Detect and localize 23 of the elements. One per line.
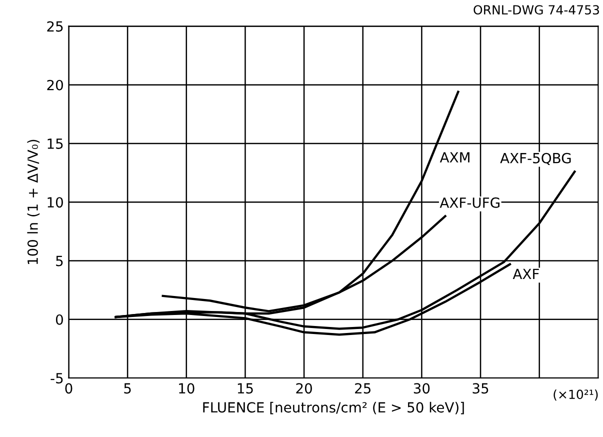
annotation: AXF (512, 268, 539, 279)
y-tick-label: 0 (56, 314, 63, 325)
x-tick-label: 0 (65, 383, 72, 394)
x-tick-label: 25 (355, 383, 370, 394)
x-tick-label: 5 (124, 383, 131, 394)
x-tick-label: 35 (472, 383, 488, 394)
y-tick-label: -5 (50, 373, 63, 384)
x-tick-label: 15 (238, 383, 253, 394)
annotation: AXF-UFG (440, 197, 500, 208)
x-tick-label: 20 (296, 383, 312, 394)
x-axis-title: FLUENCE [neutrons/cm² (E > 50 keV)] (203, 402, 464, 414)
y-tick-label: 25 (47, 21, 63, 32)
y-tick-label: 15 (48, 138, 63, 149)
annotation: AXM (440, 152, 470, 162)
text: (×10²¹) (554, 389, 598, 401)
text: ORNL-DWG 74-4753 (474, 5, 599, 15)
x-tick-label: 30 (414, 383, 430, 394)
y-tick-label: 10 (48, 197, 63, 208)
x-tick-label: 10 (179, 383, 194, 394)
y-tick-label: 5 (56, 256, 63, 266)
y-axis-title: 100 ln (1 + ΔV/V₀) (27, 140, 40, 264)
y-tick-label: 20 (47, 80, 63, 90)
annotation: AXF-5QBG (500, 152, 571, 165)
